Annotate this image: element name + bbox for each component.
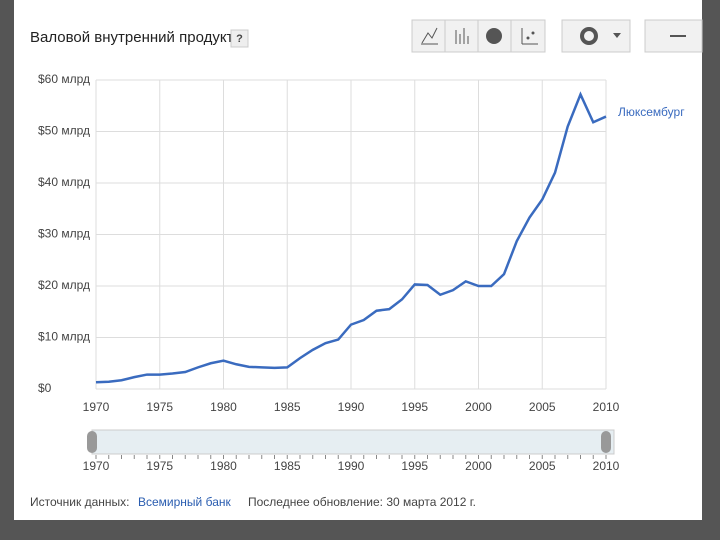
source-link[interactable]: Всемирный банк xyxy=(138,495,231,509)
x-tick-label: 1995 xyxy=(401,400,428,414)
slider-tick-label: 2005 xyxy=(529,459,556,473)
y-tick-label: $60 млрд xyxy=(38,72,90,86)
slider-tick-label: 1970 xyxy=(83,459,110,473)
gear-icon xyxy=(580,27,598,45)
y-tick-label: $50 млрд xyxy=(38,124,90,138)
help-box[interactable] xyxy=(230,29,249,48)
x-tick-label: 2000 xyxy=(465,400,492,414)
slider-tick-label: 1975 xyxy=(146,459,173,473)
line-icon[interactable] xyxy=(421,27,438,45)
slider-tick-label: 2010 xyxy=(593,459,620,473)
scatter-dot xyxy=(531,31,535,35)
x-tick-label: 2010 xyxy=(593,400,620,414)
legend-label: Люксембург xyxy=(618,105,685,119)
x-tick-label: 2005 xyxy=(529,400,556,414)
x-tick-label: 1985 xyxy=(274,400,301,414)
y-tick-label: $0 xyxy=(38,381,52,395)
toolbar xyxy=(411,19,703,53)
bar-icon[interactable] xyxy=(455,28,469,44)
help[interactable]: ? xyxy=(236,33,243,45)
slider-tick-label: 1980 xyxy=(210,459,237,473)
slider-tick-label: 1985 xyxy=(274,459,301,473)
range-slider[interactable] xyxy=(91,429,615,455)
chart-title: Валовой внутренний продукт xyxy=(30,29,234,46)
dropdown-arrow xyxy=(613,33,621,38)
slider-tick-label: 2000 xyxy=(465,459,492,473)
x-tick-label: 1970 xyxy=(83,400,110,414)
scatter-icon[interactable] xyxy=(521,28,538,45)
x-tick-label: 1980 xyxy=(210,400,237,414)
slider-handle[interactable] xyxy=(87,431,97,453)
y-tick-label: $20 млрд xyxy=(38,278,90,292)
y-tick-label: $10 млрд xyxy=(38,330,90,344)
y-tick-label: $40 млрд xyxy=(38,175,90,189)
x-tick-label: 1990 xyxy=(338,400,365,414)
source-label: Источник данных: xyxy=(30,495,129,509)
slider-tick-label: 1990 xyxy=(338,459,365,473)
map-icon[interactable] xyxy=(486,28,502,44)
slider-handle[interactable] xyxy=(601,431,611,453)
x-tick-label: 1975 xyxy=(146,400,173,414)
scatter-dot xyxy=(526,36,530,40)
y-tick-label: $30 млрд xyxy=(38,227,90,241)
series-line xyxy=(95,91,607,384)
slider-tick-label: 1995 xyxy=(401,459,428,473)
updated: Последнее обновление: 30 марта 2012 г. xyxy=(248,495,476,509)
